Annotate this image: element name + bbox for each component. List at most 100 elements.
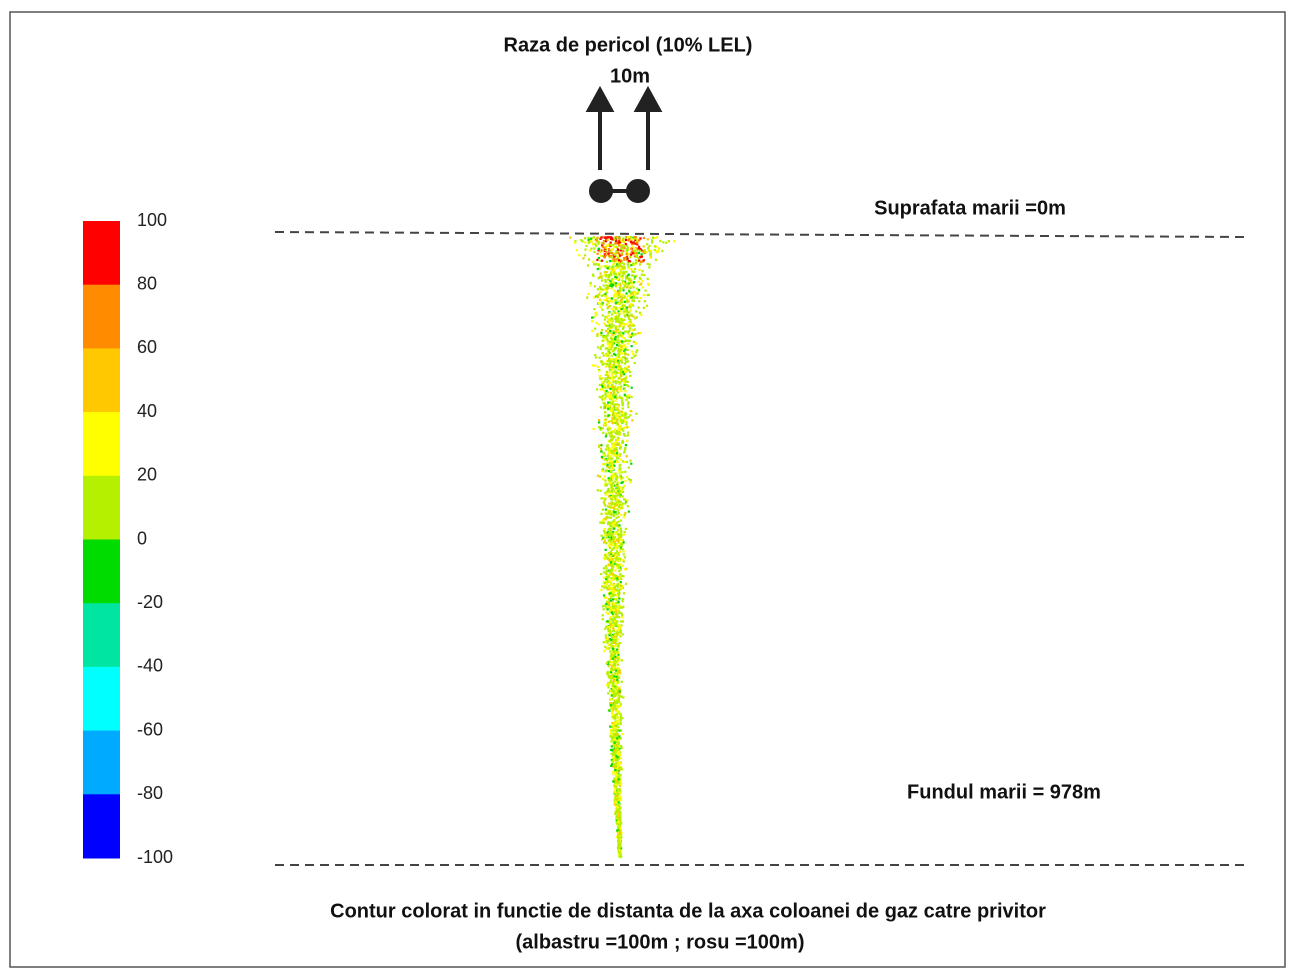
colorbar-tick-label: 60 — [137, 337, 157, 357]
plume-particle — [612, 482, 614, 484]
plume-particle — [624, 285, 626, 287]
plume-particle — [608, 255, 610, 257]
plume-particle — [607, 343, 609, 345]
plume-particle — [614, 617, 616, 619]
plume-particle — [601, 513, 603, 515]
plume-particle — [610, 517, 612, 519]
plume-particle — [606, 637, 608, 639]
plume-particle — [620, 410, 622, 412]
plume-particle — [619, 334, 621, 336]
plume-particle — [656, 236, 658, 238]
plume-particle — [627, 434, 629, 436]
plume-particle — [616, 732, 618, 734]
plume-particle — [617, 297, 619, 299]
plume-particle — [611, 355, 613, 357]
plume-particle — [618, 565, 620, 567]
plume-particle — [618, 425, 620, 427]
plume-particle — [630, 268, 632, 270]
plume-particle — [616, 513, 618, 515]
plume-particle — [590, 282, 592, 284]
plume-particle — [603, 354, 605, 356]
radius-label: 10m — [610, 65, 650, 87]
plume-particle — [620, 519, 622, 521]
plume-particle — [612, 378, 614, 380]
plume-particle — [626, 399, 628, 401]
plume-particle — [609, 326, 611, 328]
plume-particle — [629, 260, 631, 262]
plume-particle — [627, 249, 629, 251]
plume-particle — [609, 435, 611, 437]
plume-particle — [619, 671, 621, 673]
plume-particle — [615, 336, 617, 338]
plume-particle — [609, 440, 611, 442]
plume-particle — [627, 258, 629, 260]
plume-particle — [605, 365, 607, 367]
plume-particle — [593, 428, 595, 430]
plume-particle — [608, 580, 610, 582]
plume-particle — [622, 404, 624, 406]
plume-particle — [612, 564, 614, 566]
plume-particle — [611, 308, 613, 310]
plume-particle — [620, 503, 622, 505]
plume-particle — [623, 340, 625, 342]
plume-particle — [614, 254, 616, 256]
plume-particle — [620, 585, 622, 587]
plume-particle — [610, 479, 612, 481]
plume-particle — [615, 449, 617, 451]
plume-particle — [632, 242, 634, 244]
plume-particle — [614, 412, 616, 414]
plume-particle — [630, 248, 632, 250]
plume-particle — [612, 468, 614, 470]
plume-particle — [598, 323, 600, 325]
plume-particle — [615, 558, 617, 560]
plume-particle — [623, 297, 625, 299]
plume-particle — [613, 515, 615, 517]
plume-particle — [604, 554, 606, 556]
plume-particle — [625, 243, 627, 245]
plume-particle — [605, 518, 607, 520]
plume-particle — [624, 480, 626, 482]
plume-particle — [628, 366, 630, 368]
plume-particle — [629, 460, 631, 462]
plume-particle — [595, 312, 597, 314]
plume-particle — [610, 458, 612, 460]
plume-particle — [627, 381, 629, 383]
plume-particle — [615, 708, 617, 710]
colorbar-segment — [83, 476, 120, 540]
plume-particle — [588, 258, 590, 260]
plume-particle — [620, 390, 622, 392]
plume-particle — [636, 249, 638, 251]
plume-particle — [611, 736, 613, 738]
plume-particle — [622, 332, 624, 334]
plume-particle — [615, 282, 617, 284]
plume-particle — [614, 656, 616, 658]
plume-particle — [622, 495, 624, 497]
plume-particle — [611, 690, 613, 692]
plume-particle — [606, 459, 608, 461]
plume-particle — [605, 565, 607, 567]
plume-particle — [617, 237, 619, 239]
plume-particle — [605, 274, 607, 276]
plume-particle — [587, 293, 589, 295]
plume-particle — [622, 548, 624, 550]
plume-particle — [603, 519, 605, 521]
plume-particle — [619, 474, 621, 476]
plume-particle — [597, 346, 599, 348]
plume-particle — [604, 265, 606, 267]
plume-particle — [603, 323, 605, 325]
plume-particle — [609, 407, 611, 409]
plume-particle — [618, 512, 620, 514]
plume-particle — [625, 323, 627, 325]
plume-particle — [619, 287, 621, 289]
plume-particle — [609, 492, 611, 494]
plume-particle — [614, 403, 616, 405]
plume-particle — [619, 432, 621, 434]
plume-particle — [618, 488, 620, 490]
plume-particle — [614, 769, 616, 771]
plume-particle — [607, 360, 609, 362]
plume-particle — [634, 293, 636, 295]
plume-particle — [628, 395, 630, 397]
plume-particle — [605, 247, 607, 249]
plume-particle — [617, 252, 619, 254]
plume-particle — [628, 336, 630, 338]
